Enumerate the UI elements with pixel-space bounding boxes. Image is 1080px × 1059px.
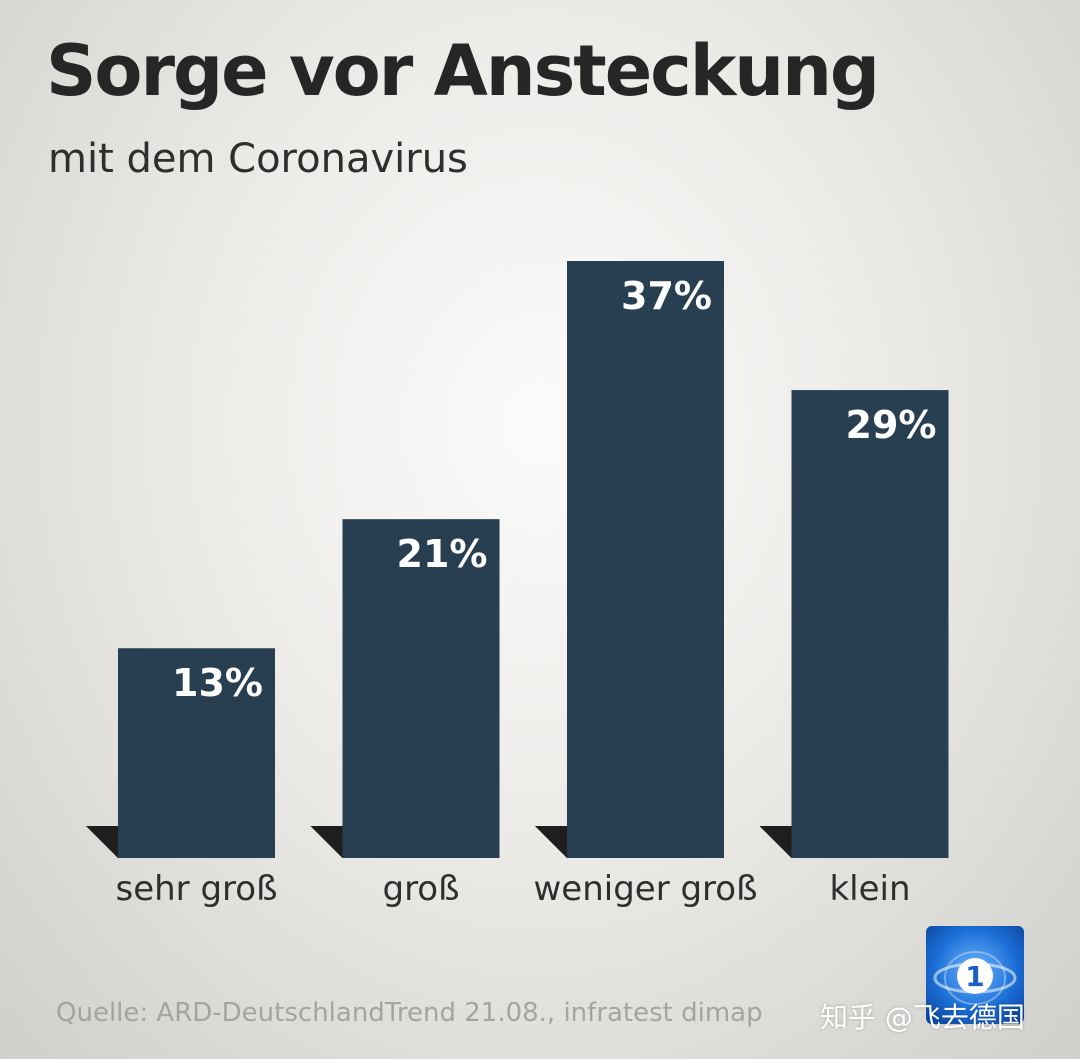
category-label: sehr groß: [116, 869, 278, 909]
bar-value-label: 29%: [846, 403, 937, 447]
bar-shadow-edge: [310, 826, 343, 858]
bar: [342, 519, 500, 858]
bar: [791, 390, 949, 858]
bar: [567, 261, 724, 858]
bar-shadow-edge: [535, 826, 567, 858]
category-label: groß: [382, 869, 459, 909]
source-note: Quelle: ARD-DeutschlandTrend 21.08., inf…: [56, 998, 763, 1028]
bar-shadow-edge: [86, 826, 118, 858]
ard-logo-text: 1: [965, 960, 984, 993]
category-label: weniger groß: [533, 869, 757, 909]
category-label: klein: [829, 869, 910, 909]
chart-subtitle: mit dem Coronavirus: [48, 136, 468, 182]
bar-value-label: 37%: [621, 274, 712, 318]
ard-logo-graphic: 1: [933, 951, 1017, 1005]
bar-value-label: 13%: [172, 661, 263, 705]
watermark: 知乎 @飞去德国: [820, 1001, 1025, 1034]
bar-shadow-edge: [759, 826, 792, 858]
bar-value-label: 21%: [397, 532, 488, 576]
chart-title: Sorge vor Ansteckung: [46, 30, 880, 112]
bar: [118, 648, 275, 858]
ard-logo: 1: [926, 926, 1024, 1024]
